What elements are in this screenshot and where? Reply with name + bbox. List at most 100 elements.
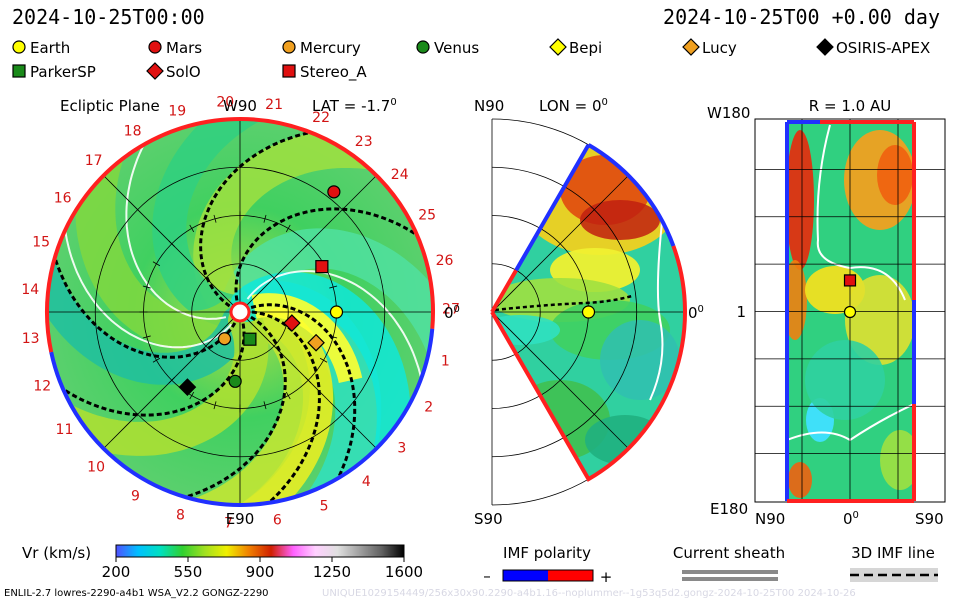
marker-earth [581, 305, 596, 319]
sector-number: 3 [397, 440, 406, 456]
footer-left: ENLIL-2.7 lowres-2290-a4b1 WSA_V2.2 GONG… [4, 588, 269, 599]
ecliptic-band [152, 119, 276, 329]
current-sheath-swatch-bottom [682, 577, 778, 581]
ecliptic-top-label: W90 [223, 97, 257, 115]
legend-mars: Mars [148, 39, 202, 57]
legend-label: OSIRIS-APEX [836, 39, 930, 57]
sector-number: 10 [87, 459, 105, 475]
current-sheath-swatch-top [682, 570, 778, 574]
imf-line-legend: 3D IMF line [850, 544, 938, 582]
sector-number: 22 [312, 110, 330, 126]
legend-marker [148, 40, 162, 54]
ecliptic-objects [178, 185, 344, 396]
legend-marker [682, 38, 700, 56]
sector-number: 2 [424, 399, 433, 415]
sector-number: 6 [273, 513, 282, 529]
imf-line-label: 3D IMF line [851, 544, 935, 562]
velocity-region [788, 462, 812, 498]
sector-number: 4 [362, 474, 371, 490]
sector-number: 18 [124, 123, 142, 139]
marker-solo [283, 314, 301, 332]
radial-velocity-field [787, 124, 914, 498]
ecliptic-current-sheath [62, 198, 233, 349]
legend-marker [282, 40, 296, 54]
sector-number: 15 [32, 235, 50, 251]
sector-number: 12 [33, 379, 51, 395]
footer-right: UNIQUE1029154449/256x30x90.2290-a4b1.16-… [322, 588, 856, 599]
sector-number: 5 [320, 498, 329, 514]
velocity-region [877, 145, 913, 205]
legend-marker [816, 38, 834, 56]
meridional-imf-line [494, 294, 633, 312]
sector-number: 21 [265, 97, 283, 113]
velocity-region [805, 340, 885, 420]
radial-r-label: R = 1.0 AU [809, 97, 891, 115]
radial-x-left: N90 [755, 510, 785, 528]
ecliptic-lat-label: LAT = -1.70 [312, 97, 397, 115]
meridional-top-left: N90 [474, 97, 504, 115]
imf-plus-label: + [600, 568, 613, 586]
radial-current-sheath [816, 124, 906, 301]
velocity-region [880, 430, 914, 490]
sector-number: 11 [56, 422, 74, 438]
legend-label: Stereo_A [300, 63, 367, 82]
marker-stereo-a [315, 260, 329, 274]
sector-number: 26 [436, 253, 454, 269]
radial-bottom-left: E180 [710, 500, 748, 518]
meridional-objects [581, 305, 596, 319]
legend-marker [416, 40, 430, 54]
legend-marker [12, 40, 26, 54]
colorbar-ticks: 200 550 900 1250 1600 [102, 557, 423, 581]
imf-negative-swatch [503, 570, 548, 581]
sector-number: 25 [418, 208, 436, 224]
radial-x-mid: 00 [843, 510, 859, 528]
colorbar-tick-label: 900 [246, 563, 275, 581]
meridional-edge-negative [514, 143, 676, 272]
imf-polarity-legend: IMF polarity – + [483, 544, 612, 586]
legend-label: Bepi [569, 39, 602, 57]
colorbar-label: Vr (km/s) [22, 544, 91, 562]
current-sheath-legend: Current sheath [673, 544, 785, 581]
legend-earth: Earth [12, 39, 70, 57]
sector-number: 27 [442, 302, 460, 318]
sector-number: 16 [54, 191, 72, 207]
radial-objects [843, 274, 857, 319]
ecliptic-band [75, 131, 253, 351]
legend-mercury: Mercury [282, 39, 361, 57]
legend-stereo-a: Stereo_A [282, 63, 367, 82]
ecliptic-imf-line [242, 310, 321, 505]
sector-number: 19 [168, 104, 186, 120]
ecliptic-title: Ecliptic Plane [60, 97, 160, 115]
legend-bepi: Bepi [549, 38, 602, 57]
radial-panel: W180 R = 1.0 AU 1 E180 N90 00 S90 [707, 97, 946, 528]
legend-venus: Venus [416, 39, 479, 57]
ecliptic-imf-line [47, 226, 237, 359]
radial-mid-left: 1 [736, 303, 746, 321]
legend-marker [12, 64, 26, 78]
sun-marker [229, 301, 251, 323]
legend-osiris-apex: OSIRIS-APEX [816, 38, 930, 57]
marker-osiris-apex [178, 378, 197, 396]
marker-stereo-a [843, 274, 857, 287]
marker-earth [329, 305, 344, 319]
radial-x-right: S90 [915, 510, 944, 528]
meridional-bottom-left: S90 [474, 510, 503, 528]
header-right-time: 2024-10-25T00 +0.00 day [663, 5, 940, 29]
sector-number: 13 [22, 331, 40, 347]
colorbar-gradient [115, 544, 405, 558]
sector-number: 20 [216, 95, 234, 111]
sector-number: 14 [21, 282, 39, 298]
velocity-colorbar: Vr (km/s) 200 550 900 1250 1600 [22, 544, 423, 581]
legend-marker [282, 64, 296, 78]
imf-minus-label: – [483, 567, 491, 585]
legend-label: Mars [166, 39, 202, 57]
header-left-time: 2024-10-25T00:00 [12, 5, 205, 29]
meridional-current-sheath [649, 221, 664, 401]
marker-parkersp [243, 332, 257, 346]
ecliptic-imf-line [154, 315, 287, 505]
marker-mercury [217, 332, 232, 346]
meridional-lon-label: LON = 00 [539, 97, 608, 115]
marker-earth [843, 305, 857, 319]
